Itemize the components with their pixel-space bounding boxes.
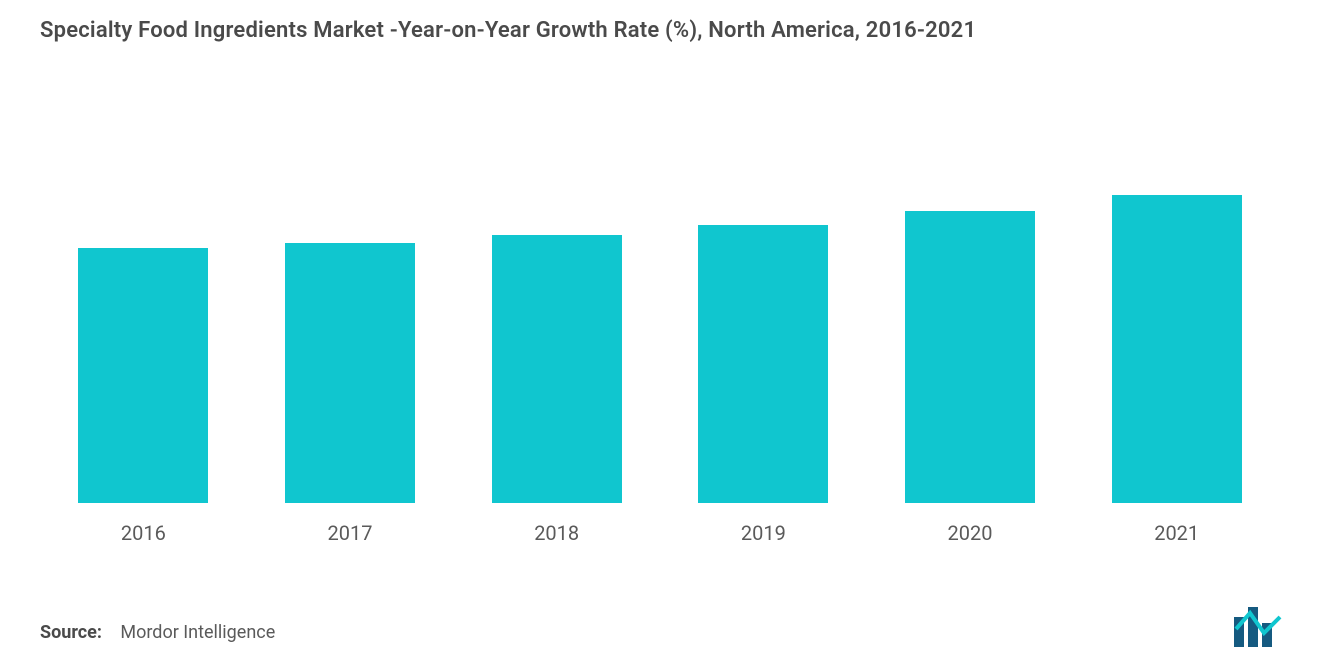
bar-slot — [660, 73, 867, 503]
x-label: 2021 — [1073, 521, 1280, 545]
bars-row — [40, 73, 1280, 503]
x-label: 2018 — [453, 521, 660, 545]
bar-2016 — [78, 248, 208, 503]
bar-slot — [867, 73, 1074, 503]
bar-2017 — [285, 243, 415, 503]
bar-2018 — [492, 235, 622, 503]
chart-title: Specialty Food Ingredients Market -Year-… — [40, 18, 1300, 43]
source-value: Mordor Intelligence — [120, 622, 275, 643]
chart-plot-area: 2016 2017 2018 2019 2020 2021 — [40, 73, 1280, 553]
x-label: 2019 — [660, 521, 867, 545]
x-axis-labels: 2016 2017 2018 2019 2020 2021 — [40, 513, 1280, 553]
source-label: Source: — [40, 622, 102, 643]
x-label: 2020 — [867, 521, 1074, 545]
bar-2021 — [1112, 195, 1242, 503]
chart-container: Specialty Food Ingredients Market -Year-… — [0, 0, 1320, 665]
source-footer: Source: Mordor Intelligence — [40, 622, 275, 643]
bar-slot — [247, 73, 454, 503]
bar-slot — [1073, 73, 1280, 503]
bar-slot — [40, 73, 247, 503]
bar-slot — [453, 73, 660, 503]
x-label: 2017 — [247, 521, 454, 545]
bar-2020 — [905, 211, 1035, 503]
x-label: 2016 — [40, 521, 247, 545]
mordor-logo-icon — [1232, 607, 1288, 647]
bar-2019 — [698, 225, 828, 503]
